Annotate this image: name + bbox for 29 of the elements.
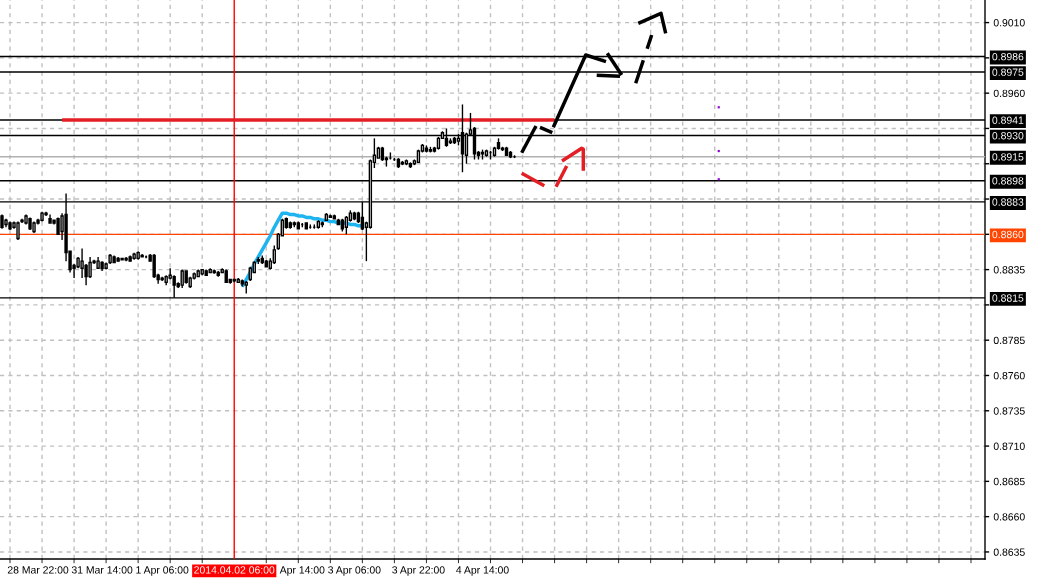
- y-tick-label: 0.8785: [993, 336, 1025, 345]
- ref-line-label: 0.8975: [992, 68, 1024, 76]
- x-tick-label: 3 Apr 06:00: [328, 566, 381, 576]
- y-tick-label: 0.8760: [993, 371, 1025, 380]
- x-tick-label: Apr 14:00: [279, 566, 325, 576]
- y-tick-label: 0.8710: [993, 442, 1025, 450]
- y-tick-label: 0.8960: [993, 89, 1025, 98]
- ref-line-label: 0.8898: [992, 177, 1024, 185]
- x-tick-label: 2014.04.02 06:00: [194, 566, 275, 574]
- ref-line-label: 0.8941: [992, 116, 1024, 124]
- y-tick-label: 0.8635: [993, 548, 1025, 556]
- x-tick-label: 31 Mar 14:00: [71, 566, 133, 574]
- ref-line-label: 0.8986: [992, 52, 1024, 61]
- x-tick-label: 1 Apr 06:00: [136, 566, 189, 576]
- ref-line-label: 0.8883: [992, 198, 1024, 206]
- y-tick-label: 0.8685: [993, 477, 1025, 486]
- y-tick-label: 0.9010: [993, 19, 1025, 27]
- candlestick: [344, 215, 349, 236]
- x-tick-label: 3 Apr 22:00: [392, 566, 445, 576]
- x-tick-label: 4 Apr 14:00: [456, 566, 509, 576]
- ref-line-label: 0.8860: [992, 230, 1024, 239]
- y-tick-label: 0.8660: [993, 513, 1025, 521]
- candlestick: [272, 244, 276, 265]
- y-tick-label: 0.8835: [993, 266, 1025, 274]
- ref-line-label: 0.8915: [992, 153, 1024, 161]
- x-tick-label: 28 Mar 22:00: [7, 566, 69, 574]
- ref-line-label: 0.8815: [992, 294, 1024, 302]
- y-tick-label: 0.8735: [993, 407, 1025, 415]
- ref-line-label: 0.8930: [992, 132, 1024, 140]
